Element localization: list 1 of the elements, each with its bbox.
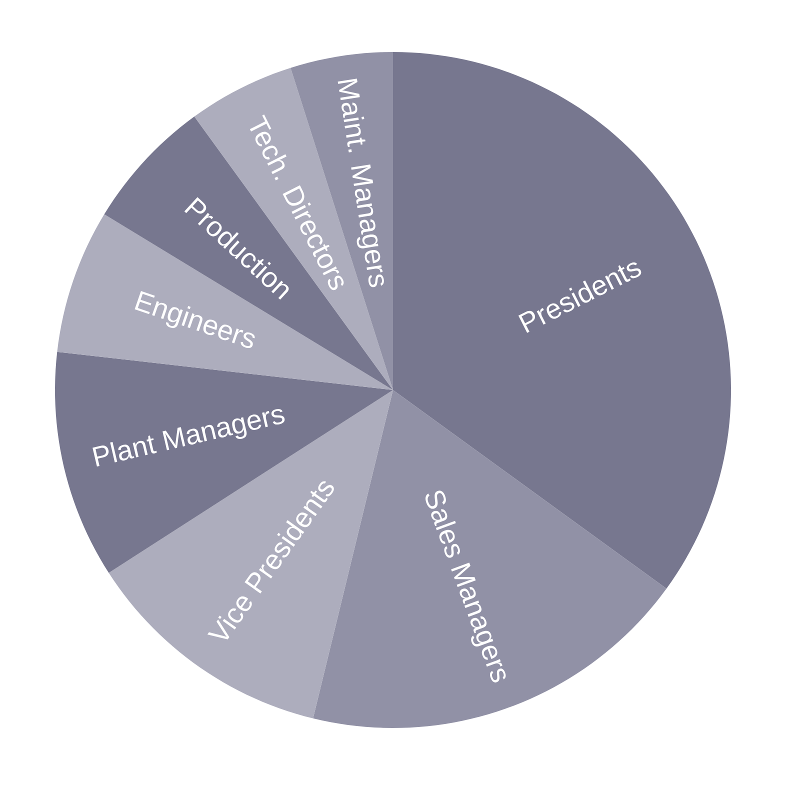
slice-label: Plant Managers bbox=[92, 408, 285, 467]
